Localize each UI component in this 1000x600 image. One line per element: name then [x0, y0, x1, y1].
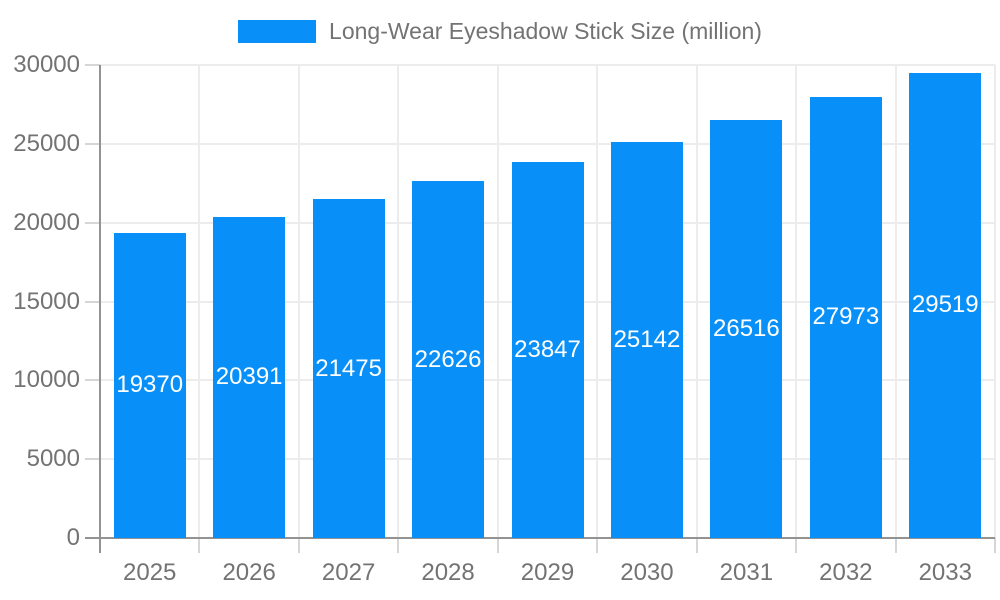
h-gridline	[100, 64, 995, 66]
bar[interactable]	[710, 119, 783, 538]
bar[interactable]	[213, 216, 286, 538]
bar[interactable]	[412, 181, 485, 538]
x-tick-label: 2031	[719, 559, 774, 586]
bar[interactable]	[809, 96, 882, 538]
bar[interactable]	[909, 72, 982, 538]
x-tick	[795, 538, 798, 553]
v-gridline	[596, 65, 599, 538]
y-tick-label: 20000	[13, 208, 80, 236]
v-gridline	[894, 65, 897, 538]
bar-value-label: 20391	[215, 363, 283, 391]
x-tick-label: 2033	[918, 559, 972, 586]
bar[interactable]	[511, 162, 584, 538]
y-tick	[85, 300, 100, 303]
y-tick	[85, 458, 100, 461]
v-gridline	[994, 65, 996, 538]
y-tick-label: 25000	[13, 129, 80, 157]
y-tick	[85, 142, 100, 145]
x-tick-label: 2028	[421, 559, 475, 586]
y-tick	[85, 64, 100, 66]
bar-value-label: 25142	[613, 325, 681, 353]
x-tick	[894, 538, 897, 553]
bar-value-label: 19370	[116, 371, 184, 399]
bar-value-label: 21475	[315, 354, 382, 382]
x-tick-label: 2030	[620, 559, 674, 586]
bar-value-label: 23847	[514, 336, 581, 363]
bar[interactable]	[610, 141, 683, 538]
bar-value-label: 26516	[713, 314, 780, 342]
x-tick	[596, 538, 599, 553]
y-tick-label: 30000	[13, 51, 80, 78]
x-tick-label: 2025	[123, 559, 177, 586]
x-tick-label: 2027	[321, 559, 376, 586]
v-gridline	[397, 65, 400, 538]
x-tick-label: 2032	[819, 559, 873, 586]
y-tick	[85, 379, 100, 382]
y-axis-line	[99, 65, 101, 553]
x-tick	[397, 538, 400, 553]
legend[interactable]: Long-Wear Eyeshadow Stick Size (million)	[0, 18, 1000, 45]
y-tick	[85, 221, 100, 224]
v-gridline	[795, 65, 798, 538]
x-tick-label: 2029	[520, 559, 575, 586]
v-gridline	[695, 65, 698, 538]
x-tick	[198, 538, 201, 553]
v-gridline	[297, 65, 300, 538]
bar-value-label: 29519	[911, 291, 979, 319]
x-axis-line	[85, 537, 995, 539]
y-tick-label: 0	[66, 524, 80, 551]
y-tick-label: 5000	[26, 445, 80, 473]
legend-label: Long-Wear Eyeshadow Stick Size (million)	[329, 18, 762, 44]
x-tick-label: 2026	[222, 559, 276, 586]
x-tick	[297, 538, 300, 553]
v-gridline	[496, 65, 499, 538]
bar[interactable]	[113, 232, 186, 538]
x-tick	[994, 538, 996, 553]
x-tick	[496, 538, 499, 553]
bar-value-label: 27973	[812, 303, 880, 331]
h-gridline	[100, 142, 995, 145]
y-tick-label: 10000	[13, 366, 80, 394]
y-tick-label: 15000	[13, 287, 80, 315]
x-tick	[695, 538, 698, 553]
bar[interactable]	[312, 199, 385, 538]
legend-swatch	[238, 20, 317, 43]
bar-value-label: 22626	[414, 345, 482, 373]
v-gridline	[198, 65, 201, 538]
